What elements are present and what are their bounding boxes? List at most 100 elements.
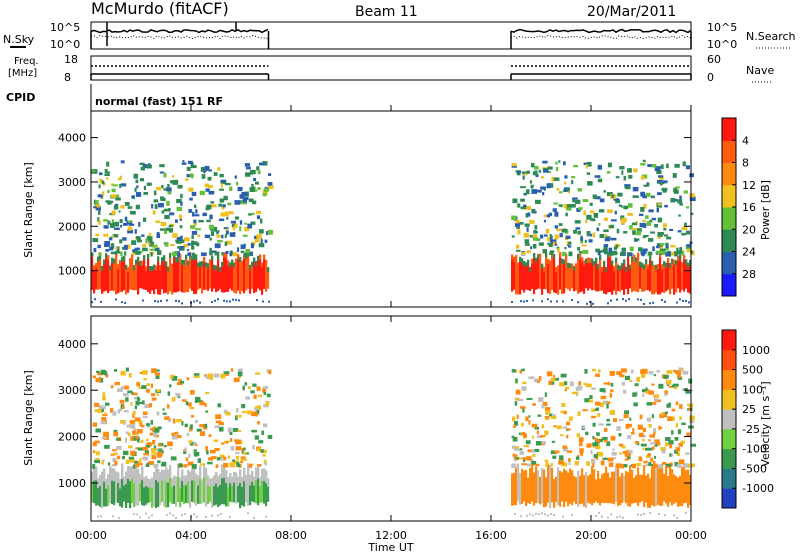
echo-strip <box>539 476 542 505</box>
echo-strip <box>173 252 176 293</box>
scatter-echo <box>195 419 198 424</box>
echo-edge <box>123 256 126 262</box>
scatter-echo <box>251 200 257 205</box>
echo-strip <box>137 469 140 506</box>
echo-strip <box>633 477 636 503</box>
scatter-echo <box>209 237 212 241</box>
scatter-echo <box>536 430 539 435</box>
echo-strip <box>571 263 574 289</box>
scatter-echo <box>196 242 200 247</box>
scatter-echo <box>656 369 660 373</box>
scatter-echo <box>143 378 147 381</box>
scatter-echo <box>687 408 691 412</box>
scatter-echo <box>250 221 256 225</box>
scatter-echo <box>665 390 668 394</box>
scatter-echo <box>654 397 658 402</box>
scatter-echo <box>527 449 532 453</box>
scatter-echo <box>93 199 97 205</box>
scatter-echo <box>547 242 553 245</box>
echo-edge <box>235 258 238 264</box>
echo-strip <box>567 472 570 507</box>
scatter-echo <box>256 405 262 410</box>
scatter-echo <box>589 210 595 214</box>
echo-edge <box>637 252 640 258</box>
echo-strip <box>201 261 204 294</box>
scatter-echo <box>632 195 638 198</box>
scatter-echo <box>594 408 598 411</box>
echo-strip <box>655 264 658 293</box>
scatter-echo <box>651 217 657 221</box>
scatter-echo <box>122 222 128 226</box>
near-range-echo <box>649 302 651 305</box>
scatter-echo <box>260 449 267 454</box>
echo-strip <box>649 255 652 292</box>
scatter-echo <box>169 447 173 450</box>
scatter-echo <box>537 414 542 417</box>
scatter-echo <box>669 228 674 232</box>
echo-strip <box>511 254 514 292</box>
colorbar-tick-label: 4 <box>742 134 749 147</box>
echo-strip <box>663 261 666 294</box>
echo-strip <box>259 477 262 503</box>
scatter-echo <box>681 367 684 372</box>
scatter-echo <box>514 223 521 227</box>
scatter-echo <box>660 447 666 451</box>
scatter-echo <box>613 246 618 250</box>
scatter-echo <box>599 234 605 239</box>
scatter-echo <box>167 228 174 232</box>
scatter-echo <box>211 250 217 254</box>
scatter-echo <box>634 383 639 387</box>
near-range-echo <box>520 300 522 303</box>
scatter-echo <box>244 163 251 167</box>
scatter-echo <box>585 219 588 224</box>
scatter-echo <box>604 234 608 238</box>
scatter-echo <box>124 385 129 390</box>
echo-strip <box>127 267 130 293</box>
scatter-echo <box>650 442 656 445</box>
echo-edge <box>171 478 174 488</box>
nsky-panel: N.Sky 10^5 10^0 10^5 10^0 N.Search <box>3 21 796 51</box>
echo-strip <box>221 262 224 293</box>
scatter-echo <box>262 388 267 393</box>
echo-edge <box>251 261 254 267</box>
echo-strip <box>139 261 142 289</box>
near-range-echo <box>157 300 159 303</box>
scatter-echo <box>656 207 659 213</box>
scatter-echo <box>597 413 601 417</box>
scatter-echo <box>632 463 636 469</box>
scatter-echo <box>641 368 648 374</box>
echo-strip <box>215 265 218 293</box>
echo-edge <box>265 470 268 484</box>
echo-strip <box>615 465 618 502</box>
scatter-echo <box>220 457 223 460</box>
echo-strip <box>189 471 192 508</box>
echo-strip <box>213 475 216 506</box>
scatter-echo <box>542 191 545 196</box>
scatter-echo <box>98 376 102 382</box>
echo-strip <box>659 252 662 295</box>
echo-edge <box>131 466 134 480</box>
echo-strip <box>665 262 668 292</box>
echo-strip <box>171 263 174 295</box>
echo-strip <box>219 267 222 290</box>
scatter-echo <box>142 400 145 405</box>
echo-strip <box>689 260 692 294</box>
echo-strip <box>681 262 684 290</box>
echo-strip <box>209 478 212 502</box>
scatter-echo <box>172 179 179 185</box>
scatter-echo <box>146 383 151 386</box>
scatter-echo <box>136 239 142 243</box>
scatter-echo <box>231 224 235 228</box>
scatter-echo <box>97 194 104 198</box>
scatter-echo <box>609 409 615 415</box>
scatter-echo <box>194 214 200 217</box>
scatter-echo <box>110 453 116 456</box>
scatter-echo <box>554 225 559 229</box>
echo-edge <box>195 254 198 260</box>
scatter-echo <box>534 170 538 176</box>
near-range-echo <box>235 298 237 301</box>
scatter-echo <box>686 463 690 468</box>
scatter-echo <box>689 420 695 424</box>
scatter-echo <box>614 210 617 215</box>
scatter-echo <box>264 239 268 243</box>
